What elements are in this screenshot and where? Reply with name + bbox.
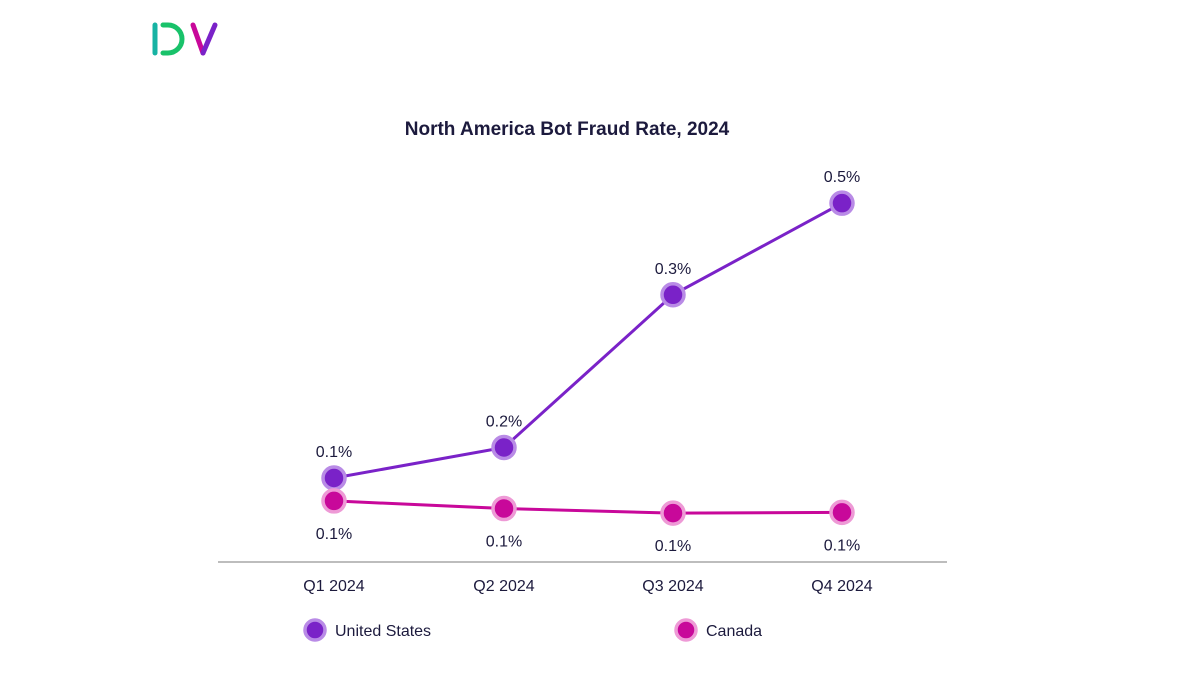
legend-marker (674, 618, 698, 642)
data-label: 0.1% (316, 444, 352, 461)
data-label: 0.1% (316, 526, 352, 543)
data-label: 0.1% (824, 537, 860, 554)
data-point (491, 495, 517, 522)
data-point (491, 434, 517, 461)
series-line (333, 499, 843, 515)
data-label: 0.2% (486, 413, 522, 430)
x-tick-label: Q4 2024 (811, 578, 872, 595)
data-label: 0.3% (655, 261, 691, 278)
data-point (321, 488, 347, 514)
data-label: 0.1% (486, 534, 522, 551)
dv-logo (152, 22, 218, 56)
data-point (321, 465, 347, 491)
data-point (660, 282, 686, 308)
data-point (829, 499, 855, 526)
legend-label: United States (335, 623, 431, 640)
x-tick-label: Q2 2024 (473, 578, 534, 595)
series-united-states: 0.1% 0.2% 0.3% 0.5% (316, 169, 860, 491)
data-label: 0.5% (824, 169, 860, 186)
x-tick-label: Q1 2024 (303, 578, 364, 595)
data-point (829, 190, 855, 216)
data-point (660, 500, 686, 526)
series-canada: 0.1% 0.1% 0.1% 0.1% (316, 488, 860, 555)
legend-label: Canada (706, 623, 762, 640)
x-tick-label: Q3 2024 (642, 578, 703, 595)
data-label: 0.1% (655, 538, 691, 555)
chart-title: North America Bot Fraud Rate, 2024 (405, 119, 730, 140)
legend-marker (303, 618, 327, 642)
series-line (333, 201, 843, 480)
